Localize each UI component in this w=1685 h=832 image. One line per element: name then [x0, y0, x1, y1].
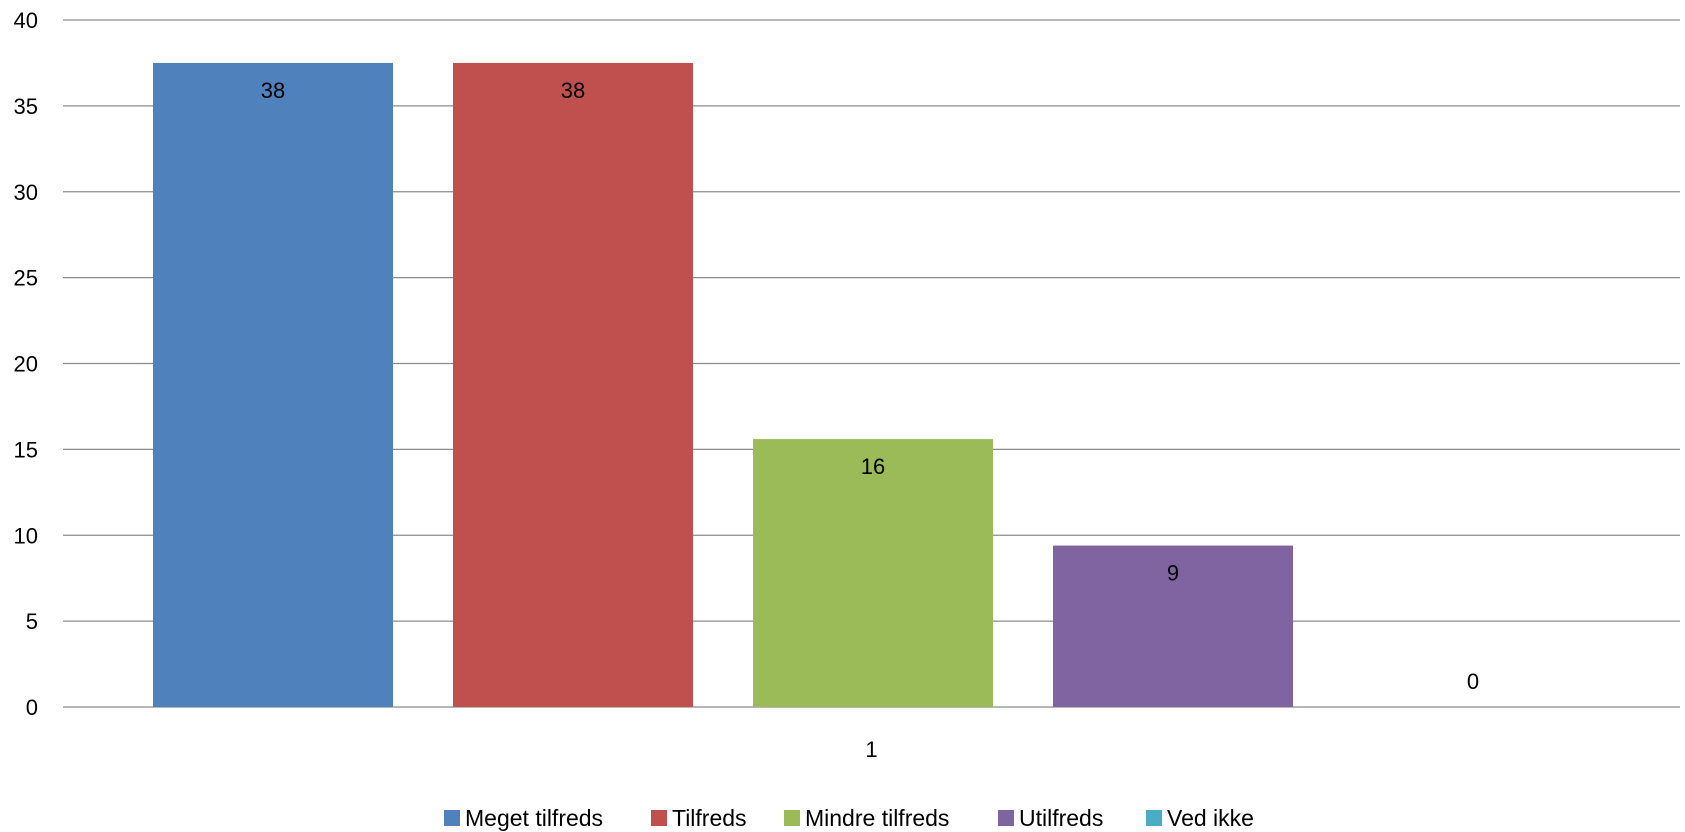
bar-mindre-tilfreds	[753, 439, 993, 707]
data-label-meget-tilfreds: 38	[261, 78, 285, 103]
data-labels: 38 38 16 9 0	[261, 78, 1479, 694]
y-tick-label: 35	[14, 94, 38, 119]
bar-meget-tilfreds	[153, 62, 393, 707]
legend-swatch	[651, 810, 667, 826]
y-tick-label: 0	[26, 695, 38, 720]
legend-item: Utilfreds	[998, 805, 1103, 831]
x-tick-label: 1	[865, 737, 877, 762]
data-label-utilfreds: 9	[1167, 561, 1179, 586]
y-tick-label: 10	[14, 523, 38, 548]
x-axis-ticks: 1	[865, 737, 877, 762]
legend-swatch	[1146, 810, 1162, 826]
y-tick-label: 20	[14, 352, 38, 377]
data-label-ved-ikke: 0	[1467, 669, 1479, 694]
y-tick-label: 40	[14, 8, 38, 33]
legend-item: Meget tilfreds	[444, 805, 603, 831]
legend-label: Meget tilfreds	[465, 805, 603, 831]
data-label-mindre-tilfreds: 16	[861, 454, 885, 479]
legend-swatch	[998, 810, 1014, 826]
legend-swatch	[444, 810, 460, 826]
data-label-tilfreds: 38	[561, 78, 585, 103]
legend-item: Tilfreds	[651, 805, 747, 831]
bar-utilfreds	[1053, 545, 1293, 707]
legend-item: Mindre tilfreds	[784, 805, 949, 831]
legend-label: Mindre tilfreds	[805, 805, 949, 831]
legend-item: Ved ikke	[1146, 805, 1254, 831]
legend-label: Utilfreds	[1019, 805, 1103, 831]
bars	[153, 62, 1293, 707]
y-axis-ticks: 0 5 10 15 20 25 30 35 40	[14, 8, 38, 720]
legend-label: Tilfreds	[672, 805, 747, 831]
y-tick-label: 15	[14, 437, 38, 462]
y-tick-label: 25	[14, 266, 38, 291]
legend-label: Ved ikke	[1167, 805, 1254, 831]
y-tick-label: 30	[14, 180, 38, 205]
legend: Meget tilfreds Tilfreds Mindre tilfreds Uti…	[444, 805, 1254, 831]
bar-tilfreds	[453, 62, 693, 707]
legend-swatch	[784, 810, 800, 826]
y-tick-label: 5	[26, 609, 38, 634]
